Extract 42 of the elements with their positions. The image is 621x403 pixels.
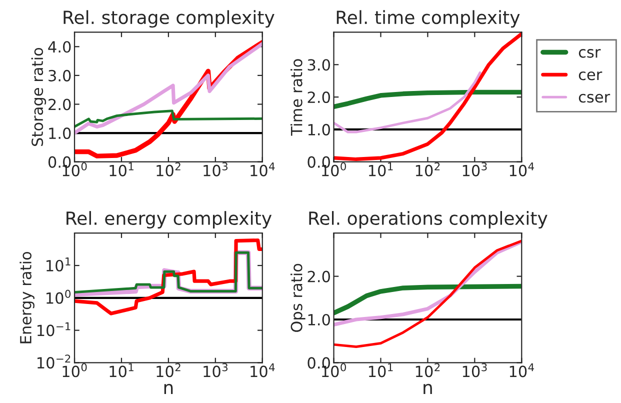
x-tick-label: 10$^{2}$: [416, 162, 440, 176]
x-tick-label: 10$^{4}$: [250, 162, 275, 176]
legend-label: cser: [578, 94, 610, 103]
x-tick-label: 10$^{1}$: [368, 162, 393, 176]
y-tick-label: 2.0: [308, 92, 330, 104]
legend-label: cer: [578, 71, 602, 80]
y-tick-label: 1.0: [308, 124, 330, 136]
x-tick-label: 10$^{3}$: [462, 162, 487, 176]
x-tick-label: 10$^{4}$: [510, 162, 534, 176]
x-tick-label: 10$^{2}$: [416, 363, 440, 378]
line-series: [334, 240, 522, 348]
x-tick-label: 10$^{3}$: [204, 162, 228, 176]
y-axis-title: Storage ratio: [31, 48, 46, 146]
y-axis-title: Energy ratio: [20, 252, 34, 344]
x-axis-title: n: [164, 384, 173, 394]
y-tick-label: 1.0: [49, 128, 71, 140]
x-tick-label: 10$^{1}$: [110, 162, 134, 176]
x-tick-label: 10$^{3}$: [462, 363, 487, 378]
y-tick-label: 10$^{0}$: [46, 290, 71, 304]
y-axis-title: Time ratio: [290, 59, 302, 136]
y-tick-label: 10$^{1}$: [46, 258, 70, 272]
chart-title: Rel. time complexity: [336, 10, 520, 28]
y-tick-label: 10$^{−1}$: [38, 322, 70, 336]
y-tick-label: 4.0: [48, 41, 71, 53]
y-tick-label: 3.0: [48, 70, 71, 82]
x-axis-title: n: [424, 384, 432, 394]
chart-title: Rel. operations complexity: [309, 211, 548, 229]
x-tick-label: 10$^{1}$: [110, 363, 134, 378]
x-tick-label: 10$^{4}$: [510, 363, 534, 378]
y-tick-label: 3.0: [308, 59, 330, 71]
y-tick-label: 2.0: [48, 98, 71, 110]
legend-label: csr: [578, 49, 601, 58]
x-tick-label: 10$^{3}$: [204, 363, 228, 378]
chart-title: Rel. storage complexity: [64, 10, 274, 28]
y-tick-label: 1.0: [308, 314, 330, 326]
x-tick-label: 10$^{1}$: [368, 363, 393, 378]
chart-title: Rel. energy complexity: [66, 211, 272, 229]
y-tick-label: 2.0: [308, 270, 330, 282]
y-axis-title: Ops ratio: [290, 264, 306, 332]
x-tick-label: 10$^{2}$: [156, 363, 180, 378]
x-tick-label: 10$^{4}$: [250, 363, 275, 378]
x-tick-label: 10$^{2}$: [156, 162, 180, 176]
